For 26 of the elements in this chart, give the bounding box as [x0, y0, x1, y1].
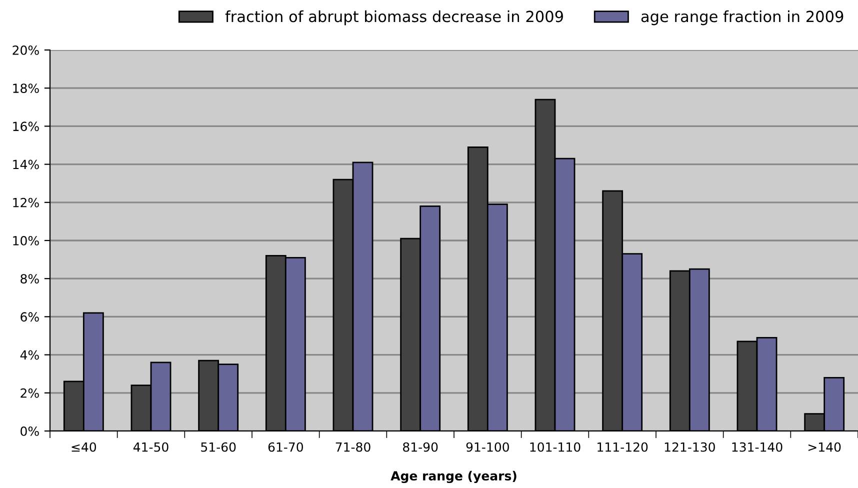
x-tick-label: 101-110 — [530, 442, 580, 452]
legend-label: fraction of abrupt biomass decrease in 2009 — [225, 10, 563, 26]
x-tick-label: 51-60 — [201, 442, 236, 452]
x-tick-label: 121-130 — [664, 442, 715, 452]
x-tick-label: 61-70 — [268, 442, 303, 452]
x-tick-label: >140 — [808, 442, 841, 452]
y-tick-label: 8% — [20, 274, 39, 284]
x-tick-label: 81-90 — [403, 442, 438, 452]
y-tick-label: 10% — [13, 236, 39, 246]
x-tick-label: 91-100 — [466, 442, 509, 452]
y-tick-label: 4% — [20, 350, 39, 360]
x-tick-label: 131-140 — [732, 442, 782, 452]
y-tick-label: 6% — [20, 312, 39, 322]
y-tick-label: 16% — [13, 122, 39, 132]
y-tick-label: 12% — [13, 198, 39, 208]
y-tick-label: 2% — [20, 388, 39, 398]
legend-label: age range fraction in 2009 — [641, 10, 844, 26]
y-tick-label: 20% — [12, 45, 39, 55]
x-tick-label: 71-80 — [336, 442, 370, 452]
x-tick-label: 111-120 — [598, 442, 648, 452]
y-tick-label: 0% — [20, 426, 39, 436]
x-tick-label: 41-50 — [133, 442, 168, 452]
x-tick-label: ≤40 — [72, 442, 96, 452]
y-tick-label: 18% — [13, 84, 39, 94]
y-tick-label: 14% — [13, 160, 39, 170]
x-axis-title: Age range (years) — [390, 470, 516, 484]
